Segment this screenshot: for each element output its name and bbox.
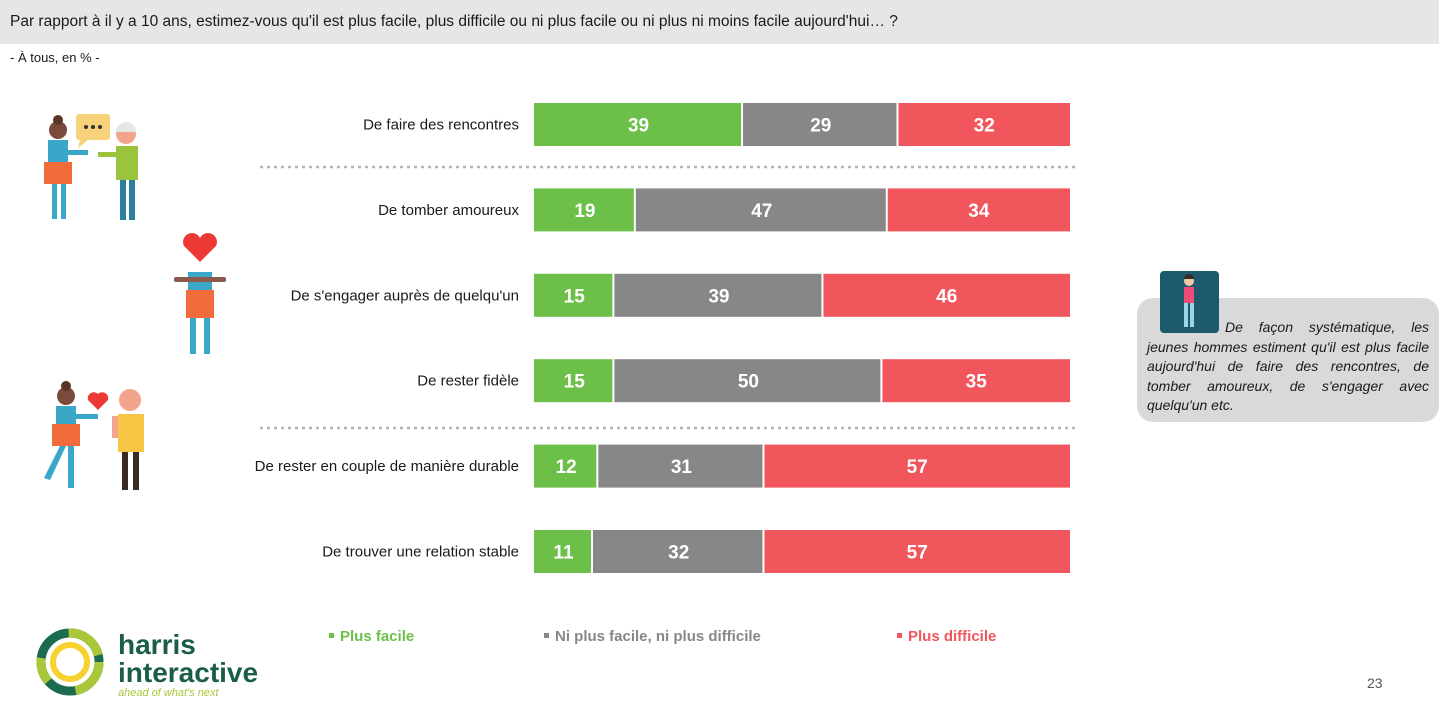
legend-item-plus-facile: Plus facile (329, 628, 414, 645)
bar-segment (592, 530, 763, 573)
data-label: 39 (628, 116, 649, 137)
heart-person-icon (174, 233, 226, 354)
data-label: 32 (974, 116, 995, 137)
data-label: 47 (751, 201, 772, 222)
bar-segment (534, 188, 634, 232)
data-label: 19 (574, 201, 595, 222)
legend-swatch (897, 632, 902, 638)
question-header: Par rapport à il y a 10 ans, estimez-vou… (0, 0, 1439, 44)
bar-segment (635, 188, 886, 232)
bar-segment (898, 103, 1070, 146)
data-label: 39 (708, 286, 729, 307)
bar-segment (882, 359, 1070, 403)
bar-segment (823, 273, 1070, 317)
data-label: 15 (564, 372, 586, 393)
data-label: 57 (907, 543, 928, 564)
data-label: 31 (671, 457, 693, 478)
category-label: De faire des rencontres (363, 117, 519, 134)
data-label: 46 (936, 286, 957, 307)
base-label: - À tous, en % - (10, 50, 100, 65)
category-label: De rester fidèle (417, 373, 519, 390)
data-label: 50 (738, 372, 759, 393)
bar-segment (764, 444, 1070, 488)
bar-segment (743, 103, 897, 146)
question-text: Par rapport à il y a 10 ans, estimez-vou… (10, 13, 898, 30)
data-label: 12 (556, 457, 577, 478)
bar-segment (534, 359, 613, 403)
legend-swatch (544, 632, 549, 638)
bar-segment (614, 273, 822, 317)
logo-word-interactive: interactive (118, 657, 258, 688)
data-label: 34 (968, 201, 990, 222)
data-label: 35 (966, 372, 988, 393)
legend-label: Plus difficile (908, 628, 997, 645)
category-label: De trouver une relation stable (322, 544, 519, 561)
category-label: De tomber amoureux (378, 202, 519, 219)
bar-segment (598, 444, 763, 488)
legend-swatch (329, 632, 334, 638)
insight-callout: De façon systématique, les jeunes hommes… (1137, 298, 1439, 422)
logo-tagline: ahead of what's next (118, 687, 220, 699)
callout-text: De façon systématique, les jeunes hommes… (1147, 319, 1429, 413)
harris-interactive-logo: harris interactive ahead of what's next (36, 626, 296, 700)
bar-segment (887, 188, 1070, 232)
chatting-couple-icon (44, 114, 138, 220)
logo-word-harris: harris (118, 629, 196, 660)
giving-heart-couple-icon (44, 381, 144, 490)
bar-segment (764, 530, 1070, 573)
legend-label: Plus facile (340, 628, 415, 645)
data-label: 32 (668, 543, 689, 564)
bar-segment (534, 273, 613, 317)
bar-segment (614, 359, 881, 403)
data-label: 57 (907, 457, 928, 478)
data-label: 29 (810, 116, 831, 137)
data-label: 15 (564, 286, 586, 307)
data-label: 11 (553, 543, 574, 564)
page-number: 23 (1367, 675, 1383, 691)
legend-item-ni-ni: Ni plus facile, ni plus difficile (544, 628, 761, 645)
bar-segment (534, 530, 591, 573)
bar-segment (534, 444, 597, 488)
category-label: De s'engager auprès de quelqu'un (291, 287, 519, 304)
young-man-icon (1160, 271, 1219, 333)
category-label: De rester en couple de manière durable (255, 458, 519, 475)
legend-item-plus-difficile: Plus difficile (897, 628, 996, 645)
bar-segment (534, 103, 742, 146)
legend-label: Ni plus facile, ni plus difficile (555, 628, 761, 645)
